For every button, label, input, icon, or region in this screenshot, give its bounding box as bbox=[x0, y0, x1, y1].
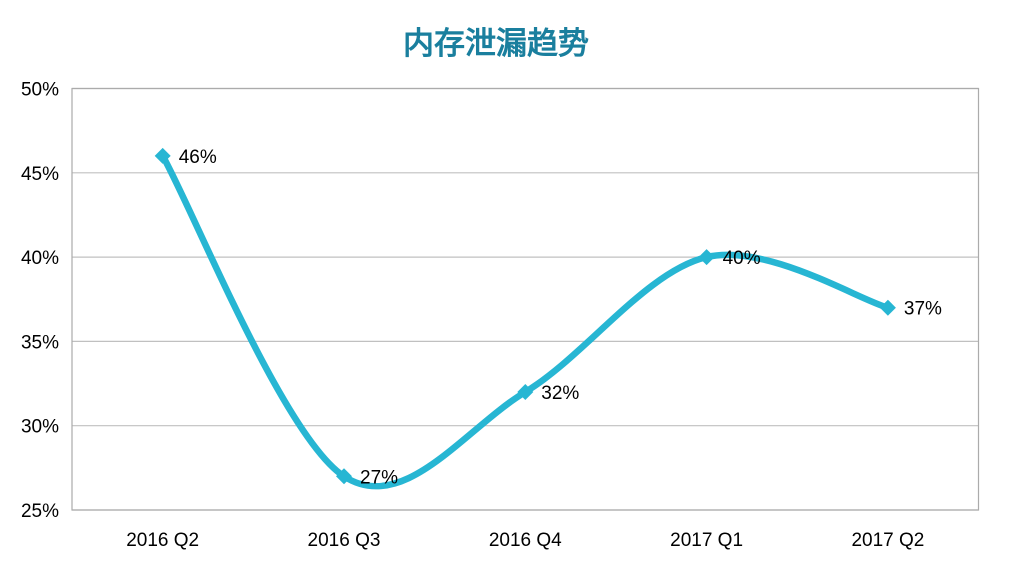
plot-area-border bbox=[71, 87, 980, 511]
trend-line bbox=[159, 152, 892, 490]
data-point-markers bbox=[154, 147, 896, 485]
data-label: 46% bbox=[179, 147, 217, 168]
data-label: 27% bbox=[360, 467, 398, 488]
x-axis-tick-labels: 2016 Q2 2016 Q3 2016 Q4 2017 Q1 2017 Q2 bbox=[126, 530, 924, 551]
data-point-marker bbox=[698, 249, 715, 266]
x-axis-tick-label: 2017 Q1 bbox=[670, 530, 743, 551]
y-axis-tick-label: 30% bbox=[21, 417, 59, 438]
y-axis-tick-label: 35% bbox=[21, 332, 59, 353]
data-point-marker bbox=[336, 468, 352, 485]
y-axis-tick-label: 50% bbox=[21, 80, 59, 101]
data-label: 37% bbox=[904, 299, 942, 320]
y-axis-tick-labels: 25% 30% 35% 40% 45% 50% bbox=[21, 80, 59, 523]
y-axis-tick-label: 25% bbox=[21, 501, 59, 522]
data-label: 32% bbox=[541, 383, 579, 404]
y-axis-tick-label: 45% bbox=[21, 164, 59, 185]
x-axis-tick-label: 2016 Q3 bbox=[308, 530, 381, 551]
data-label: 40% bbox=[723, 248, 761, 269]
data-point-marker bbox=[517, 384, 534, 400]
data-point-marker bbox=[879, 299, 896, 316]
chart-title: 内存泄漏趋势 bbox=[403, 26, 589, 61]
x-axis-tick-label: 2016 Q4 bbox=[489, 530, 562, 551]
data-labels: 46% 27% 32% 40% 37% bbox=[179, 147, 942, 488]
y-axis-tick-label: 40% bbox=[21, 248, 59, 269]
x-axis-tick-label: 2017 Q2 bbox=[851, 530, 924, 551]
data-point-marker bbox=[154, 147, 171, 164]
x-axis-tick-label: 2016 Q2 bbox=[126, 530, 199, 551]
